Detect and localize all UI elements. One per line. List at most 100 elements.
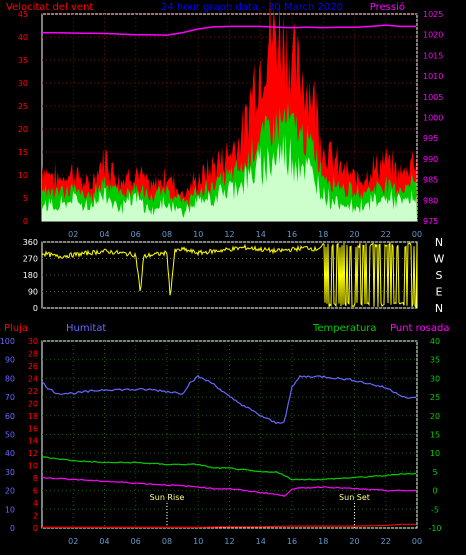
- climate-x-tick-label: 20: [349, 537, 359, 546]
- pressure-tick-label: 1020: [423, 31, 443, 40]
- humidity-tick-label: 20: [5, 487, 15, 496]
- wind-average-series: [42, 101, 417, 221]
- climate-x-tick-label: 08: [162, 537, 172, 546]
- temperature-tick-label: -5: [431, 505, 439, 514]
- wind-x-tick-label: 06: [131, 230, 141, 239]
- humidity-series: [41, 374, 417, 425]
- rain-tick-label: 12: [28, 449, 38, 458]
- temperature-tick-label: 35: [430, 356, 440, 365]
- pressure-tick-label: 975: [423, 217, 438, 226]
- wind-x-tick-label: 10: [193, 230, 203, 239]
- wind-direction-series: [41, 241, 418, 309]
- rain-tick-label: 10: [28, 462, 38, 471]
- rain-tick-label: 6: [33, 487, 38, 496]
- pressure-tick-label: 985: [423, 176, 438, 185]
- rain-tick-label: 16: [28, 424, 38, 433]
- temperature-tick-label: 30: [430, 374, 440, 383]
- rain-label: Pluja: [4, 323, 28, 334]
- rain-tick-label: 0: [33, 524, 38, 533]
- wind-x-tick-label: 16: [287, 230, 297, 239]
- temperature-tick-label: 20: [430, 412, 440, 421]
- wind-speed-tick-label: 25: [18, 102, 28, 111]
- temperature-label: Temperatura: [312, 323, 377, 334]
- humidity-tick-label: 60: [5, 412, 15, 421]
- dewpoint-label: Punt rosada: [390, 323, 449, 334]
- humidity-tick-label: 50: [5, 431, 15, 440]
- humidity-tick-label: 10: [5, 505, 15, 514]
- pressure-tick-label: 995: [423, 134, 438, 143]
- rain-tick-label: 14: [28, 437, 38, 446]
- temperature-tick-label: 15: [430, 431, 440, 440]
- wind-speed-tick-label: 15: [18, 148, 28, 157]
- wind-x-tick-label: 20: [349, 230, 359, 239]
- compass-label: W: [434, 253, 445, 266]
- wind-speed-tick-label: 35: [18, 56, 28, 65]
- rain-tick-label: 26: [28, 362, 38, 371]
- pressure-label: Pressió: [370, 1, 405, 13]
- compass-label: N: [435, 302, 443, 315]
- pressure-tick-label: 1010: [423, 72, 443, 81]
- rain-tick-label: 28: [28, 349, 38, 358]
- temperature-tick-label: 5: [432, 468, 437, 477]
- wind-x-tick-label: 22: [381, 230, 391, 239]
- humidity-tick-label: 0: [10, 524, 15, 533]
- rain-tick-label: 4: [33, 499, 38, 508]
- rain-tick-label: 2: [33, 512, 38, 521]
- temperature-tick-label: 0: [432, 487, 437, 496]
- pressure-tick-label: 1025: [423, 10, 443, 19]
- wind-speed-tick-label: 30: [18, 79, 28, 88]
- rain-tick-label: 30: [28, 337, 38, 346]
- climate-x-tick-label: 00: [412, 537, 422, 546]
- climate-x-tick-label: 04: [99, 537, 109, 546]
- humidity-tick-label: 30: [5, 468, 15, 477]
- temperature-tick-label: 40: [430, 337, 440, 346]
- wind-x-tick-label: 02: [68, 230, 78, 239]
- chart-title: 24 hour graph data - 30 March 2020: [161, 2, 343, 13]
- humidity-tick-label: 80: [5, 374, 15, 383]
- pressure-tick-label: 1000: [423, 114, 443, 123]
- climate-x-tick-label: 10: [193, 537, 203, 546]
- wind-speed-label: Velocitat del vent: [6, 2, 93, 13]
- rain-tick-label: 24: [28, 374, 38, 383]
- rain-tick-label: 18: [28, 412, 38, 421]
- compass-label: E: [436, 286, 443, 299]
- wind-x-tick-label: 14: [256, 230, 266, 239]
- pressure-tick-label: 1005: [423, 93, 443, 102]
- humidity-label: Humitat: [66, 323, 106, 334]
- direction-tick-label: 0: [33, 304, 38, 313]
- wind-speed-series: [42, 134, 417, 221]
- direction-tick-label: 270: [23, 255, 38, 264]
- humidity-tick-label: 70: [5, 393, 15, 402]
- pressure-tick-label: 990: [423, 155, 438, 164]
- compass-label: S: [436, 269, 443, 282]
- humidity-tick-label: 100: [0, 337, 15, 346]
- wind-x-tick-label: 12: [224, 230, 234, 239]
- wind-speed-tick-label: 5: [23, 194, 28, 203]
- wind-x-tick-label: 18: [318, 230, 328, 239]
- dewpoint-series: [41, 476, 417, 498]
- pressure-tick-label: 980: [423, 196, 438, 205]
- climate-x-tick-label: 02: [68, 537, 78, 546]
- rain-series: [42, 523, 416, 529]
- direction-tick-label: 90: [28, 288, 38, 297]
- temperature-tick-label: -10: [428, 524, 441, 533]
- direction-tick-label: 360: [23, 238, 38, 247]
- wind-speed-tick-label: 10: [18, 171, 28, 180]
- direction-tick-label: 180: [23, 271, 38, 280]
- climate-x-tick-label: 16: [287, 537, 297, 546]
- climate-x-tick-label: 06: [131, 537, 141, 546]
- wind-x-tick-label: 08: [162, 230, 172, 239]
- wind-speed-tick-label: 40: [18, 33, 28, 42]
- wind-gust-series: [42, 0, 417, 221]
- climate-x-tick-label: 12: [224, 537, 234, 546]
- temperature-tick-label: 25: [430, 393, 440, 402]
- climate-x-tick-label: 18: [318, 537, 328, 546]
- wind-speed-tick-label: 0: [23, 217, 28, 226]
- humidity-tick-label: 40: [5, 449, 15, 458]
- pressure-series: [41, 24, 416, 36]
- wind-speed-tick-label: 45: [18, 10, 28, 19]
- wind-x-tick-label: 00: [412, 230, 422, 239]
- compass-label: N: [435, 236, 443, 249]
- sun-annotation: Sun Set: [339, 493, 370, 502]
